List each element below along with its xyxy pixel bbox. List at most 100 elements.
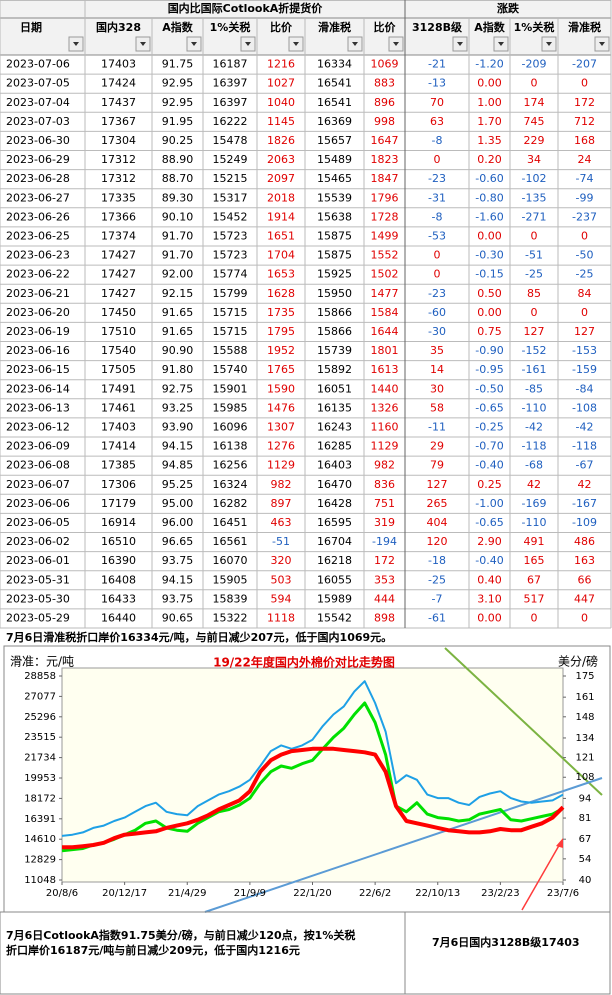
y2-tick-label: 134 [575, 733, 594, 744]
value-cell: 1118 [267, 611, 295, 624]
value-cell: 0.00 [477, 77, 502, 90]
value-cell: 1765 [267, 363, 295, 376]
value-cell: 1584 [371, 306, 399, 319]
value-cell: -0.50 [475, 382, 503, 395]
date-cell: 2023-06-19 [6, 325, 70, 338]
y2-tick-label: 40 [579, 875, 592, 886]
value-cell: 0 [581, 229, 588, 242]
value-cell: -109 [572, 516, 597, 529]
value-cell: 16070 [213, 554, 248, 567]
y2-tick-label: 175 [575, 671, 594, 682]
value-cell: -0.15 [475, 268, 503, 281]
value-cell: 91.95 [162, 115, 194, 128]
date-cell: 2023-06-12 [6, 420, 70, 433]
chart-title: 19/22年度国内外棉价对比走势图 [213, 655, 395, 670]
value-cell: 15989 [317, 592, 352, 605]
value-cell: 982 [271, 478, 292, 491]
value-cell: 17403 [101, 420, 136, 433]
value-cell: -194 [372, 535, 397, 548]
y-tick-label: 21734 [24, 753, 56, 764]
value-cell: 14 [430, 363, 444, 376]
value-cell: -99 [576, 191, 594, 204]
value-cell: -7 [432, 592, 443, 605]
value-cell: 16218 [317, 554, 352, 567]
value-cell: 1801 [371, 344, 399, 357]
value-cell: 15317 [213, 191, 248, 204]
value-cell: 982 [374, 459, 395, 472]
value-cell: 15723 [213, 229, 248, 242]
value-cell: -8 [432, 134, 443, 147]
value-cell: 0.75 [477, 325, 502, 338]
date-cell: 2023-06-23 [6, 249, 70, 262]
date-cell: 2023-06-13 [6, 401, 70, 414]
filter-icon [191, 42, 197, 46]
x-tick-label: 23/7/6 [547, 888, 579, 899]
value-cell: 89.30 [162, 191, 194, 204]
value-cell: 16369 [317, 115, 352, 128]
value-cell: 16397 [213, 96, 248, 109]
value-cell: 91.70 [162, 249, 194, 262]
value-cell: 353 [374, 573, 395, 586]
value-cell: -110 [522, 401, 547, 414]
value-cell: -161 [522, 363, 547, 376]
value-cell: 92.75 [162, 382, 194, 395]
x-tick-label: 20/8/6 [46, 888, 78, 899]
value-cell: 16541 [317, 96, 352, 109]
value-cell: 17312 [101, 153, 136, 166]
column-header: 比价 [270, 20, 293, 34]
note-box [404, 911, 611, 995]
value-cell: 17335 [101, 191, 136, 204]
x-tick-label: 22/6/2 [359, 888, 391, 899]
value-cell: -209 [522, 58, 547, 71]
value-cell: 1728 [371, 210, 399, 223]
value-cell: 127 [427, 478, 448, 491]
value-cell: 174 [524, 96, 545, 109]
value-cell: 16051 [317, 382, 352, 395]
value-cell: 30 [430, 382, 444, 395]
value-cell: 1653 [267, 268, 295, 281]
value-cell: 320 [271, 554, 292, 567]
x-tick-label: 22/10/13 [415, 888, 460, 899]
date-cell: 2023-06-16 [6, 344, 70, 357]
column-header: 滑准税 [318, 20, 351, 34]
value-cell: 16135 [317, 401, 352, 414]
value-cell: 745 [524, 115, 545, 128]
value-cell: 90.10 [162, 210, 194, 223]
series-line [61, 701, 564, 853]
value-cell: 1476 [267, 401, 295, 414]
date-cell: 2023-07-06 [6, 58, 70, 71]
value-cell: 1647 [371, 134, 399, 147]
value-cell: 16096 [213, 420, 248, 433]
date-cell: 2023-06-20 [6, 306, 70, 319]
value-cell: 163 [574, 554, 595, 567]
value-cell: -0.25 [475, 420, 503, 433]
y-tick-label: 14610 [24, 834, 56, 845]
value-cell: 1628 [267, 287, 295, 300]
date-cell: 2023-06-15 [6, 363, 70, 376]
x-tick-label: 22/1/20 [293, 888, 332, 899]
value-cell: 897 [271, 497, 292, 510]
value-cell: 1795 [267, 325, 295, 338]
value-cell: 85 [527, 287, 541, 300]
value-cell: -167 [572, 497, 597, 510]
value-cell: -13 [428, 77, 446, 90]
value-cell: 17385 [101, 459, 136, 472]
value-cell: 1129 [371, 440, 399, 453]
value-cell: 0.50 [477, 287, 502, 300]
column-header: 1%关税 [210, 20, 251, 34]
value-cell: 1847 [371, 172, 399, 185]
trend-line [444, 647, 603, 796]
y-tick-label: 23515 [24, 732, 56, 743]
value-cell: 17304 [101, 134, 136, 147]
x-tick-label: 21/9/9 [234, 888, 266, 899]
value-cell: 90.25 [162, 134, 194, 147]
value-cell: 0.40 [477, 573, 502, 586]
value-cell: -8 [432, 210, 443, 223]
date-cell: 2023-06-01 [6, 554, 70, 567]
value-cell: 90.90 [162, 344, 194, 357]
value-cell: 17540 [101, 344, 136, 357]
date-cell: 2023-06-21 [6, 287, 70, 300]
filter-icon [599, 42, 605, 46]
value-cell: 93.25 [162, 401, 194, 414]
value-cell: 265 [427, 497, 448, 510]
